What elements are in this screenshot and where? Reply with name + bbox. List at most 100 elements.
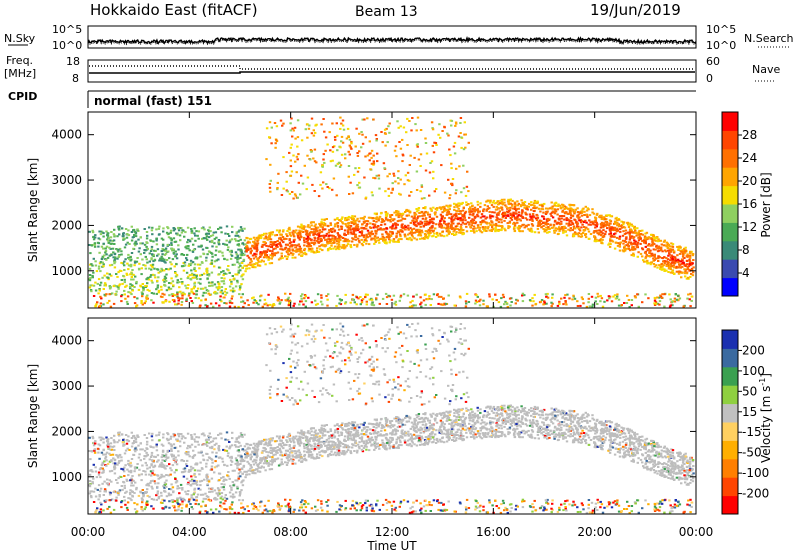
power-cell xyxy=(226,225,228,227)
velocity-cell xyxy=(221,492,223,494)
power-cell xyxy=(682,256,684,258)
power-cell xyxy=(341,216,343,218)
power-cell xyxy=(550,213,552,215)
power-cell xyxy=(179,234,181,236)
power-cell xyxy=(285,171,287,173)
power-cell xyxy=(509,221,511,223)
power-cell xyxy=(285,247,287,249)
power-cell xyxy=(491,298,493,300)
power-colorbar-tick-label: 12 xyxy=(742,220,757,234)
power-cell xyxy=(397,170,399,172)
power-cell xyxy=(630,244,632,246)
velocity-cell xyxy=(145,452,147,454)
power-cell xyxy=(171,293,173,295)
power-cell xyxy=(230,283,232,285)
power-cell xyxy=(120,300,122,302)
power-cell xyxy=(515,217,517,219)
power-cell xyxy=(159,271,161,273)
power-cell xyxy=(364,220,366,222)
power-cell xyxy=(197,264,199,266)
power-cell xyxy=(111,243,113,245)
power-cell xyxy=(598,239,600,241)
velocity-cell xyxy=(218,447,220,449)
power-cell xyxy=(594,227,596,229)
power-cell xyxy=(170,263,172,265)
power-cell xyxy=(453,203,455,205)
power-cell xyxy=(248,264,250,266)
power-cell xyxy=(551,293,553,295)
power-cell xyxy=(401,223,403,225)
power-cell xyxy=(266,127,268,129)
velocity-cell xyxy=(187,490,189,492)
velocity-cell xyxy=(140,479,142,481)
power-cell xyxy=(317,227,319,229)
power-cell xyxy=(433,151,435,153)
power-cell xyxy=(146,235,148,237)
power-cell xyxy=(230,258,232,260)
power-cell xyxy=(281,257,283,259)
power-cell xyxy=(371,302,373,304)
power-cell xyxy=(271,127,273,129)
power-cell xyxy=(504,204,506,206)
power-cell xyxy=(186,241,188,243)
power-cell xyxy=(203,292,205,294)
power-cell xyxy=(315,304,317,306)
power-cell xyxy=(352,192,354,194)
velocity-cell xyxy=(102,438,104,440)
power-cell xyxy=(292,230,294,232)
power-cell xyxy=(178,229,180,231)
power-cell xyxy=(339,117,341,119)
power-cell xyxy=(430,304,432,306)
power-cell xyxy=(114,256,116,258)
power-cell xyxy=(692,259,694,261)
velocity-cell xyxy=(218,445,220,447)
power-cell xyxy=(600,231,602,233)
power-cell xyxy=(321,188,323,190)
power-cell xyxy=(459,122,461,124)
power-cell xyxy=(285,299,287,301)
power-cell xyxy=(472,213,474,215)
power-cell xyxy=(228,241,230,243)
power-cell xyxy=(214,293,216,295)
power-cell xyxy=(331,231,333,233)
velocity-cell xyxy=(144,450,146,452)
power-cell xyxy=(268,245,270,247)
power-cell xyxy=(447,179,449,181)
power-cell xyxy=(276,187,278,189)
power-cell xyxy=(207,290,209,292)
power-cell xyxy=(120,262,122,264)
power-cell xyxy=(644,257,646,259)
power-cell xyxy=(288,228,290,230)
power-cell xyxy=(104,282,106,284)
velocity-cell xyxy=(98,437,100,439)
power-cell xyxy=(286,258,288,260)
power-cell xyxy=(333,178,335,180)
power-cell xyxy=(251,250,253,252)
power-cell xyxy=(440,235,442,237)
power-cell xyxy=(125,228,127,230)
power-cell xyxy=(527,224,529,226)
power-cell xyxy=(242,242,244,244)
power-cell xyxy=(359,187,361,189)
power-cell xyxy=(292,257,294,259)
power-cell xyxy=(689,276,691,278)
power-cell xyxy=(601,239,603,241)
velocity-cell xyxy=(89,437,91,439)
power-cell xyxy=(336,122,338,124)
velocity-scatter-cells xyxy=(88,323,695,514)
power-cell xyxy=(229,286,231,288)
velocity-cell xyxy=(156,444,158,446)
power-cell xyxy=(653,263,655,265)
power-cell xyxy=(454,229,456,231)
power-cell xyxy=(422,218,424,220)
power-cell xyxy=(370,227,372,229)
power-cell xyxy=(113,243,115,245)
power-cell xyxy=(468,142,470,144)
power-colorbar-swatch xyxy=(722,167,738,186)
power-cell xyxy=(299,301,301,303)
power-cell xyxy=(223,278,225,280)
power-cell xyxy=(463,148,465,150)
power-cell xyxy=(474,211,476,213)
power-cell xyxy=(640,238,642,240)
power-cell xyxy=(292,234,294,236)
